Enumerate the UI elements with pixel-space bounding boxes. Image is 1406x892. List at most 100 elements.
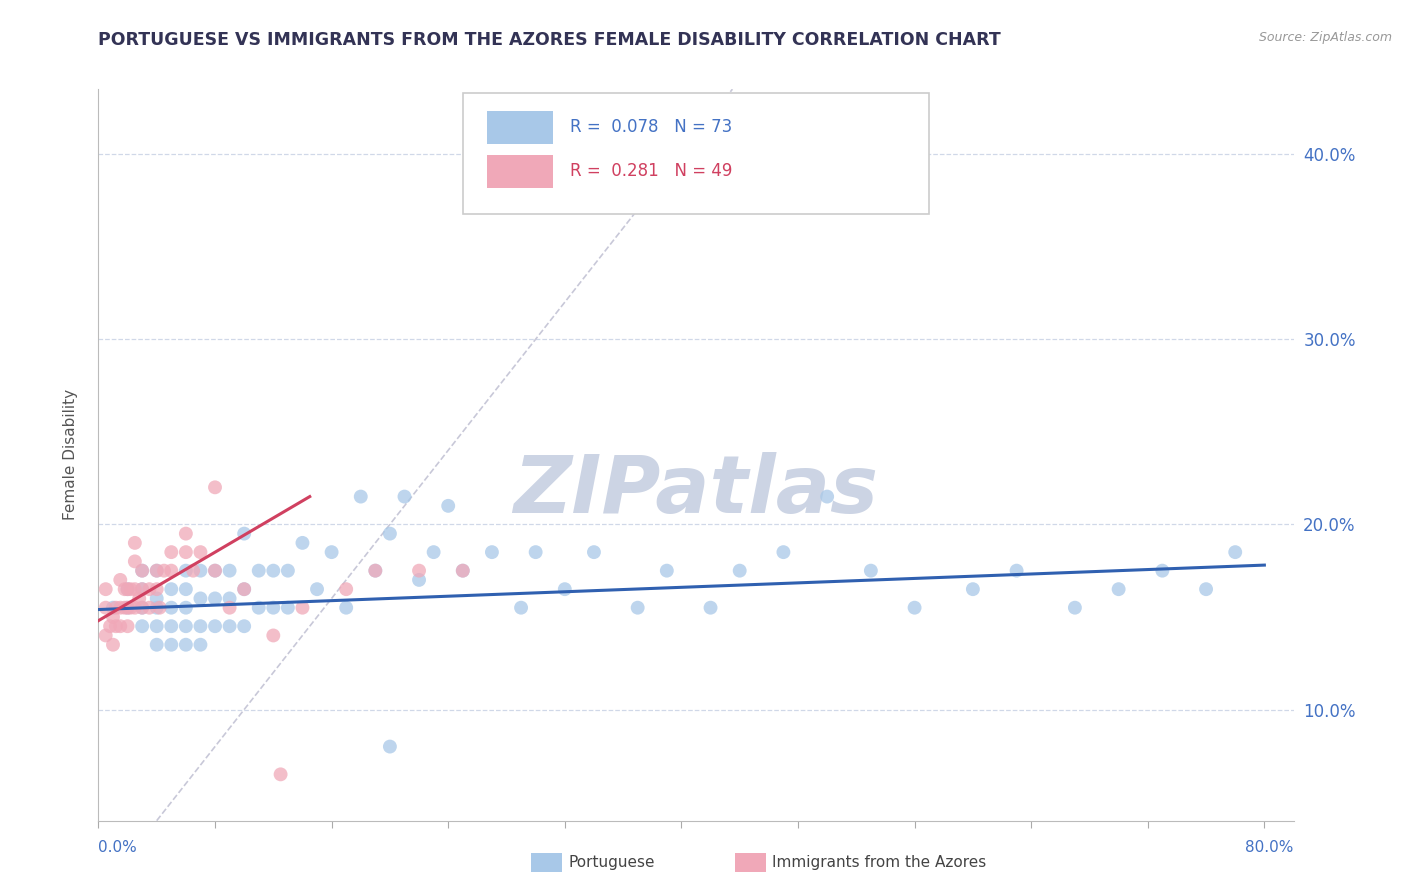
Point: [815, 490, 838, 504]
Point: [145, 564, 167, 578]
Point: [655, 564, 678, 578]
Point: [160, 619, 183, 633]
Point: [1225, 545, 1247, 559]
Point: [364, 564, 387, 578]
Point: [1005, 564, 1028, 578]
Point: [145, 564, 167, 578]
Point: [190, 638, 212, 652]
Point: [110, 600, 132, 615]
Point: [117, 619, 139, 633]
Point: [524, 545, 547, 559]
Point: [962, 582, 984, 597]
Point: [422, 545, 444, 559]
Y-axis label: Female Disability: Female Disability: [63, 389, 77, 521]
Point: [335, 582, 357, 597]
Point: [451, 564, 474, 578]
Point: [218, 564, 240, 578]
Text: R =  0.281   N = 49: R = 0.281 N = 49: [571, 162, 733, 180]
Text: Immigrants from the Azores: Immigrants from the Azores: [772, 855, 986, 870]
Point: [190, 619, 212, 633]
Point: [110, 619, 132, 633]
Point: [124, 600, 146, 615]
Point: [160, 545, 183, 559]
Point: [160, 582, 183, 597]
Point: [554, 582, 576, 597]
Point: [94, 628, 117, 642]
Point: [131, 600, 153, 615]
Point: [233, 582, 256, 597]
Point: [335, 600, 357, 615]
Point: [138, 582, 160, 597]
Point: [120, 582, 142, 597]
Point: [114, 600, 136, 615]
FancyBboxPatch shape: [463, 93, 929, 213]
Point: [124, 554, 146, 568]
Point: [117, 600, 139, 615]
Point: [277, 564, 299, 578]
Point: [117, 582, 139, 597]
Text: 0.0%: 0.0%: [98, 840, 138, 855]
Point: [364, 564, 387, 578]
Point: [408, 564, 430, 578]
Point: [437, 499, 460, 513]
Text: Portuguese: Portuguese: [568, 855, 655, 870]
Point: [174, 526, 197, 541]
Point: [101, 638, 124, 652]
Point: [305, 582, 328, 597]
Point: [128, 591, 150, 606]
Point: [772, 545, 794, 559]
Point: [153, 564, 176, 578]
Point: [262, 600, 284, 615]
Point: [117, 600, 139, 615]
Point: [145, 600, 167, 615]
Point: [174, 564, 197, 578]
Point: [145, 582, 167, 597]
Point: [145, 591, 167, 606]
Point: [94, 582, 117, 597]
Point: [131, 564, 153, 578]
Point: [101, 600, 124, 615]
Point: [174, 619, 197, 633]
Point: [582, 545, 605, 559]
Point: [204, 480, 226, 494]
Point: [174, 600, 197, 615]
FancyBboxPatch shape: [486, 155, 553, 188]
Point: [120, 600, 142, 615]
Point: [291, 600, 314, 615]
Point: [350, 490, 373, 504]
Point: [124, 536, 146, 550]
Text: Source: ZipAtlas.com: Source: ZipAtlas.com: [1258, 31, 1392, 45]
Point: [190, 564, 212, 578]
Point: [204, 619, 226, 633]
Point: [190, 545, 212, 559]
Point: [262, 564, 284, 578]
Point: [859, 564, 882, 578]
Point: [149, 600, 172, 615]
Point: [131, 600, 153, 615]
Point: [321, 545, 343, 559]
Point: [138, 600, 160, 615]
Text: R =  0.078   N = 73: R = 0.078 N = 73: [571, 119, 733, 136]
Point: [1064, 600, 1087, 615]
Point: [204, 564, 226, 578]
Point: [218, 591, 240, 606]
Point: [117, 582, 139, 597]
Point: [114, 582, 136, 597]
Text: 80.0%: 80.0%: [1246, 840, 1294, 855]
Point: [101, 610, 124, 624]
Point: [247, 600, 270, 615]
Point: [98, 619, 121, 633]
Point: [160, 638, 183, 652]
Point: [233, 526, 256, 541]
Text: PORTUGUESE VS IMMIGRANTS FROM THE AZORES FEMALE DISABILITY CORRELATION CHART: PORTUGUESE VS IMMIGRANTS FROM THE AZORES…: [98, 31, 1001, 49]
FancyBboxPatch shape: [486, 112, 553, 144]
Point: [204, 591, 226, 606]
Point: [94, 600, 117, 615]
Point: [104, 600, 127, 615]
Point: [131, 582, 153, 597]
Point: [378, 526, 401, 541]
Point: [270, 767, 292, 781]
Point: [145, 619, 167, 633]
Point: [291, 536, 314, 550]
Point: [233, 582, 256, 597]
